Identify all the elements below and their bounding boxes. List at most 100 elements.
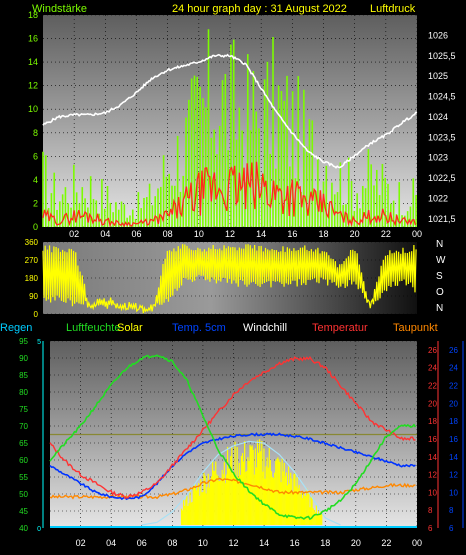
direction-tick-label: 180: [25, 274, 39, 283]
temp5cm-tick-label: 20: [449, 399, 458, 408]
humidity-tick-label: 90: [19, 354, 28, 363]
y-left-tick-label: 8: [33, 128, 38, 138]
panel1-y-right-ticks: 1021,5 1022 1022,5 1023 1023,5 1024 1024,5 1025…: [428, 30, 456, 223]
x-tick-label: 04: [100, 229, 110, 239]
panel3-series: [49, 354, 417, 528]
humidity-tick-label: 55: [19, 473, 28, 482]
temp5cm-tick-label: 8: [449, 506, 454, 515]
temperature-tick-label: 26: [428, 346, 437, 355]
x-tick-label: 08: [163, 229, 173, 239]
panel3-y-ticks: 40 45 50 55 60 65 70 75 80 85 90 95 0 5 6 8 10 12 14 16 18 20…: [19, 337, 464, 533]
y-right-tick-label: 1023,5: [428, 132, 456, 142]
y-left-tick-label: 4: [33, 175, 38, 185]
direction-tick-label: 90: [29, 292, 38, 301]
panel1-pressure-label: Luftdruck: [370, 3, 416, 15]
y-left-tick-label: 0: [33, 222, 38, 232]
temp5cm-tick-label: 22: [449, 382, 458, 391]
x-tick-label: 02: [76, 538, 86, 548]
legend-solar: Solar: [117, 322, 143, 334]
humidity-tick-label: 75: [19, 405, 28, 414]
humidity-tick-label: 65: [19, 439, 28, 448]
x-tick-label: 18: [318, 229, 328, 239]
panel2-series: [42, 244, 417, 314]
x-tick-label: 20: [351, 538, 361, 548]
wind-mean-line: [42, 161, 417, 228]
dewpoint-line: [49, 477, 416, 500]
panel3-x-ticks: 02 04 06 08 10 12 14 16 18 20 22 00: [76, 341, 422, 548]
temp5cm-tick-label: 14: [449, 453, 458, 462]
y-right-tick-label: 1026: [428, 30, 448, 40]
chart-title: 24 hour graph day : 31 August 2022: [172, 3, 347, 15]
temp5cm-line: [49, 432, 416, 501]
x-tick-label: 18: [320, 538, 330, 548]
y-right-tick-label: 1022,5: [428, 173, 456, 183]
x-tick-label: 16: [290, 538, 300, 548]
humidity-tick-label: 40: [19, 524, 28, 533]
y-left-tick-label: 6: [33, 151, 38, 161]
x-tick-label: 08: [167, 538, 177, 548]
legend-dewpoint: Taupunkt: [393, 322, 438, 334]
y-right-tick-label: 1024,5: [428, 92, 456, 102]
direction-tick-label: 360: [25, 238, 39, 247]
x-tick-label: 06: [131, 229, 141, 239]
humidity-tick-label: 85: [19, 371, 28, 380]
temperature-line: [49, 355, 416, 499]
temperature-tick-label: 6: [428, 524, 433, 533]
temp5cm-tick-label: 26: [449, 346, 458, 355]
humidity-line: [49, 354, 417, 521]
y-left-tick-label: 16: [28, 34, 38, 44]
x-tick-label: 14: [256, 229, 266, 239]
compass-label: S: [436, 271, 443, 282]
panel2-y-ticks: 0 90 180 270 360: [25, 238, 417, 319]
wind-direction-line: [42, 244, 417, 314]
legend-windchill: Windchill: [243, 322, 287, 334]
legend-humidity: Luftfeuchte: [66, 322, 120, 334]
direction-tick-label: 270: [25, 256, 39, 265]
temperature-tick-label: 8: [428, 506, 433, 515]
y-right-tick-label: 1024: [428, 112, 448, 122]
legend-temp5cm: Temp. 5cm: [172, 322, 226, 334]
humidity-tick-label: 45: [19, 507, 28, 516]
temperature-tick-label: 16: [428, 435, 437, 444]
y-left-tick-label: 18: [28, 10, 38, 20]
temp5cm-tick-label: 18: [449, 417, 458, 426]
humidity-tick-label: 60: [19, 456, 28, 465]
temperature-tick-label: 20: [428, 399, 437, 408]
temperature-tick-label: 10: [428, 488, 437, 497]
temp5cm-tick-label: 10: [449, 488, 458, 497]
x-tick-label: 04: [106, 538, 116, 548]
x-tick-label: 10: [194, 229, 204, 239]
y-right-tick-label: 1023: [428, 153, 448, 163]
legend-rain: Regen: [0, 322, 32, 334]
x-tick-label: 10: [198, 538, 208, 548]
temp5cm-tick-label: 16: [449, 435, 458, 444]
pressure-line: [42, 53, 418, 169]
y-left-tick-label: 12: [28, 81, 38, 91]
compass-label: N: [436, 239, 443, 250]
x-tick-label: 00: [412, 538, 422, 548]
compass-label: O: [436, 287, 444, 298]
x-tick-label: 16: [287, 229, 297, 239]
x-tick-label: 06: [137, 538, 147, 548]
x-tick-label: 22: [381, 229, 391, 239]
legend-temperature: Temperatur: [312, 322, 368, 334]
temp5cm-tick-label: 12: [449, 471, 458, 480]
temperature-tick-label: 22: [428, 382, 437, 391]
panel1-series: [42, 29, 418, 228]
temp5cm-tick-label: 6: [449, 524, 454, 533]
humidity-tick-label: 95: [19, 337, 28, 346]
y-left-tick-label: 14: [28, 57, 38, 67]
x-tick-label: 12: [225, 229, 235, 239]
temperature-tick-label: 18: [428, 417, 437, 426]
compass-label: W: [436, 255, 446, 266]
y-right-tick-label: 1025,5: [428, 51, 456, 61]
humidity-tick-label: 70: [19, 422, 28, 431]
direction-tick-label: 0: [34, 310, 39, 319]
solar-max-line: [141, 440, 341, 526]
panel1-wind-label: Windstärke: [32, 3, 87, 15]
rain-tick-label: 0: [37, 526, 41, 533]
x-tick-label: 20: [350, 229, 360, 239]
rain-tick-label: 5: [37, 339, 41, 346]
